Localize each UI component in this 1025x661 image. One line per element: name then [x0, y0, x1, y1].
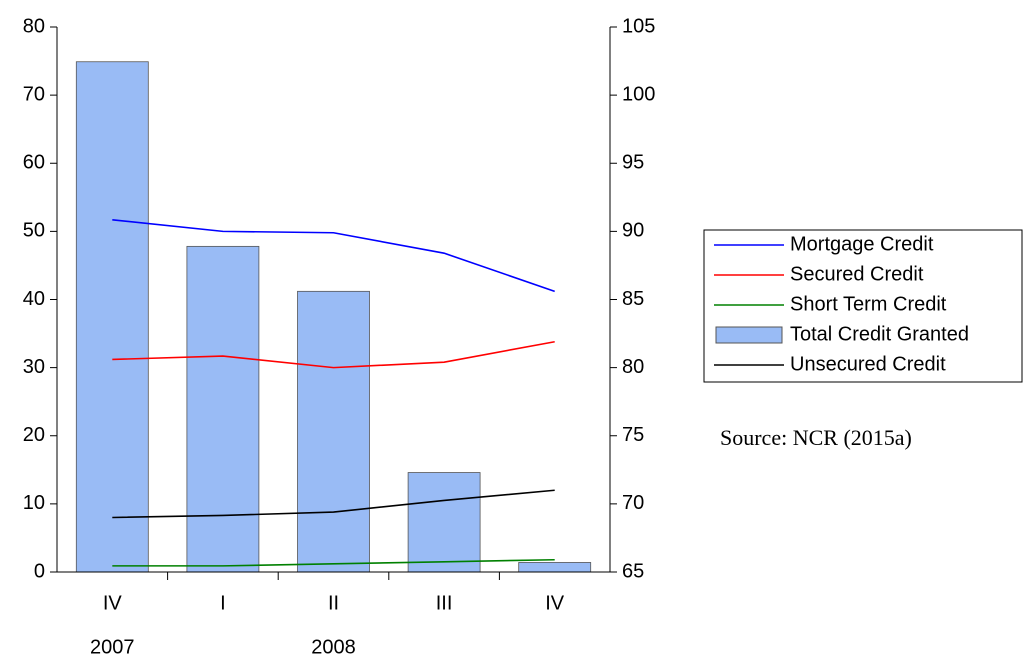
- legend-box: [703, 229, 1023, 383]
- legend-label: Total Credit Granted: [790, 323, 969, 345]
- line-series: [112, 489, 555, 519]
- line-series: [112, 218, 555, 293]
- year-label: 2008: [311, 636, 356, 658]
- x-tick-label: I: [220, 592, 226, 614]
- year-label: 2007: [90, 636, 135, 658]
- legend-label: Short Term Credit: [790, 293, 947, 315]
- y-tick-label: 50: [23, 220, 45, 242]
- bar: [518, 562, 592, 573]
- bar: [186, 245, 260, 573]
- y-tick-label: 80: [23, 15, 45, 37]
- y2-tick-label: 95: [622, 152, 644, 174]
- line-series: [112, 340, 555, 369]
- y2-tick-label: 75: [622, 424, 644, 446]
- bar: [407, 472, 481, 573]
- y-tick-label: 0: [34, 560, 45, 582]
- y2-tick-label: 80: [622, 356, 644, 378]
- y-tick-label: 40: [23, 288, 45, 310]
- legend-label: Unsecured Credit: [790, 353, 946, 375]
- x-tick-label: IV: [545, 592, 565, 614]
- line-series: [112, 558, 555, 567]
- x-tick-label: II: [328, 592, 339, 614]
- legend-swatch: [715, 326, 783, 344]
- x-tick-label: IV: [103, 592, 123, 614]
- y-tick-label: 20: [23, 424, 45, 446]
- legend-label: Mortgage Credit: [790, 233, 934, 255]
- y2-tick-label: 100: [622, 83, 655, 105]
- bar: [75, 61, 149, 573]
- y2-tick-label: 65: [622, 560, 644, 582]
- y-tick-label: 60: [23, 152, 45, 174]
- y2-tick-label: 90: [622, 220, 644, 242]
- x-tick-label: III: [436, 592, 453, 614]
- legend-label: Secured Credit: [790, 263, 924, 285]
- y2-tick-label: 70: [622, 492, 644, 514]
- y2-tick-label: 105: [622, 15, 655, 37]
- y-tick-label: 70: [23, 83, 45, 105]
- y-tick-label: 30: [23, 356, 45, 378]
- bar: [297, 290, 370, 573]
- source-note: Source: NCR (2015a): [720, 425, 912, 450]
- y2-tick-label: 85: [622, 288, 644, 310]
- y-tick-label: 10: [23, 492, 45, 514]
